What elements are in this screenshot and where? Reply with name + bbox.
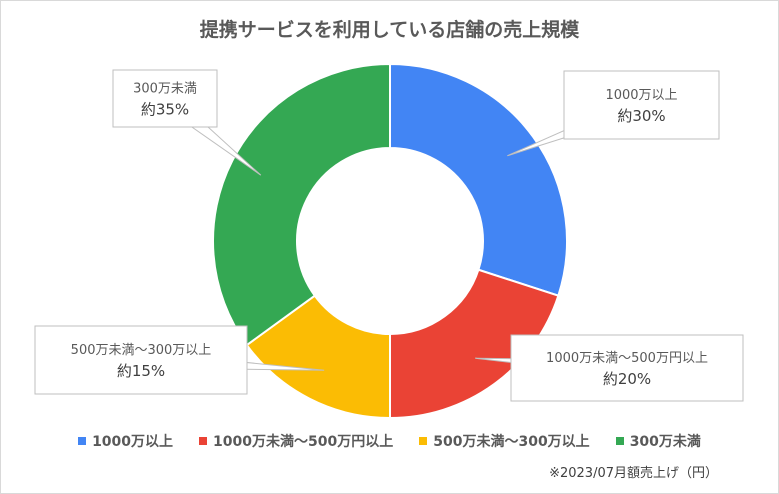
legend-item-1: 1000万以上 (78, 431, 173, 451)
callout-value-label: 約15% (117, 362, 165, 380)
legend-swatch (78, 437, 87, 445)
legend-item-4: 300万未満 (615, 431, 701, 451)
slice-4 (212, 62, 391, 347)
legend-swatch (615, 437, 624, 445)
legend-label: 1000万未満〜500万円以上 (213, 434, 394, 450)
legend-item-2: 1000万未満〜500万円以上 (199, 431, 393, 451)
chart-title: 提携サービスを利用している店舗の売上規模 (199, 19, 580, 41)
legend-swatch (199, 437, 208, 445)
callout-category-label: 1000万以上 (605, 88, 677, 103)
legend-label: 500万未満〜300万以上 (433, 434, 590, 450)
legend-label: 1000万以上 (92, 434, 174, 450)
slices-group (212, 62, 568, 420)
legend-swatch (419, 437, 428, 445)
slice-1 (389, 62, 568, 297)
legend-label: 300万未満 (629, 434, 701, 450)
callout-box (112, 69, 218, 128)
legend: 1000万以上 1000万未満〜500万円以上 500万未満〜300万以上 300万未… (1, 431, 778, 451)
callout-value-label: 約20% (603, 370, 651, 388)
callout-box (563, 70, 720, 140)
callout-category-label: 1000万未満〜500万円以上 (546, 351, 708, 366)
footnote: ※2023/07月額売上げ（円） (549, 466, 718, 481)
slice-3 (245, 294, 391, 420)
callout-category-label: 500万未満〜300万以上 (71, 343, 212, 358)
callout-value-label: 約35% (141, 101, 189, 119)
callout-box (510, 334, 744, 402)
legend-item-3: 500万未満〜300万以上 (419, 431, 590, 451)
callout-category-label: 300万未満 (133, 82, 197, 97)
callout-box (34, 325, 248, 395)
callout-value-label: 約30% (617, 107, 665, 125)
